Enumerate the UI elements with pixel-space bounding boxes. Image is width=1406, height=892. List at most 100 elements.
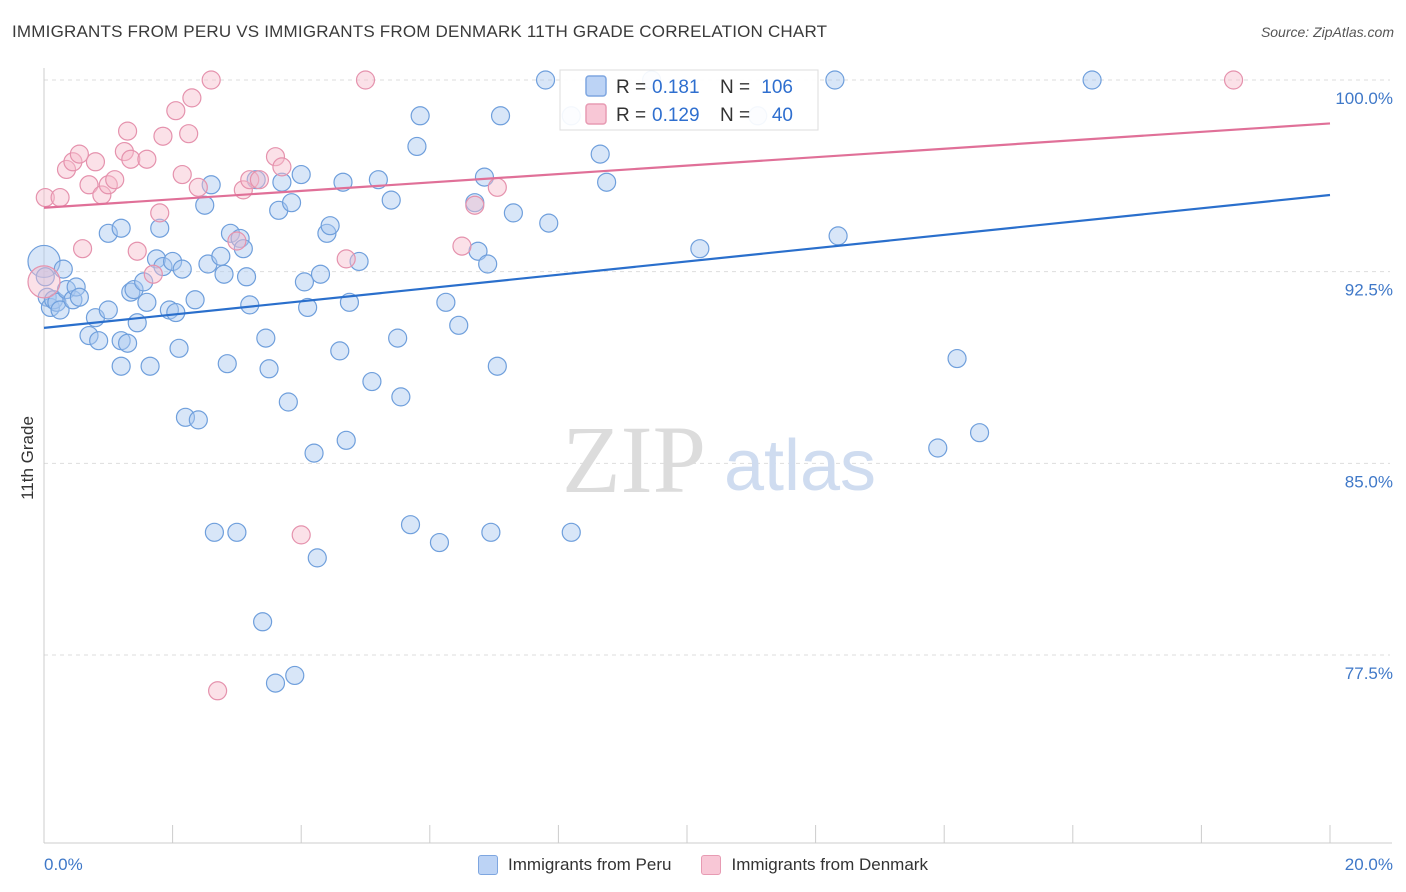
- source-label: Source: ZipAtlas.com: [1260, 24, 1394, 40]
- peru-point-31: [163, 251, 183, 272]
- denmark-point-13: [117, 121, 138, 141]
- denmark-point-22: [179, 124, 199, 144]
- peru-point-41: [204, 522, 224, 542]
- denmark-point-24: [188, 177, 208, 197]
- peru-point-84: [449, 315, 469, 335]
- peru-point-10: [66, 277, 86, 297]
- denmark-point-2: [50, 187, 70, 208]
- grid-lines: [44, 79, 1390, 656]
- denmark-point-39: [1223, 70, 1244, 90]
- peru-point-25: [137, 292, 157, 312]
- denmark-point-5: [69, 144, 89, 164]
- legend-swatch-denmark: [701, 855, 722, 875]
- peru-point-83: [436, 292, 456, 312]
- legend-item-denmark: Immigrants from Denmark: [701, 855, 928, 875]
- denmark-point-4: [63, 152, 83, 172]
- peru-point-53: [256, 328, 276, 348]
- denmark-trend-line: [43, 122, 1331, 209]
- denmark-point-30: [249, 170, 270, 190]
- denmark-point-23: [182, 88, 202, 108]
- peru-point-17: [111, 218, 131, 238]
- peru-point-59: [281, 193, 302, 213]
- peru-point-62: [294, 272, 315, 292]
- peru-point-0: [27, 244, 61, 279]
- denmark-point-11: [105, 170, 125, 190]
- peru-point-68: [320, 216, 340, 236]
- peru-point-74: [362, 371, 382, 392]
- x-tick-label-1: 20.0%: [1345, 855, 1393, 874]
- denmark-point-17: [143, 264, 163, 284]
- denmark-point-6: [72, 239, 93, 259]
- peru-point-65: [307, 548, 327, 568]
- peru-point-61: [291, 164, 311, 185]
- peru-point-89: [481, 522, 501, 542]
- y-tick-label-0: 100.0%: [1335, 89, 1393, 108]
- peru-point-44: [217, 354, 237, 374]
- denmark-point-0: [27, 265, 61, 299]
- peru-point-90: [487, 356, 507, 376]
- denmark-point-10: [98, 175, 118, 195]
- tick-labels: 100.0% 92.5% 85.0% 77.5% 0.0% 20.0%: [44, 89, 1393, 874]
- peru-point-60: [285, 665, 305, 686]
- denmark-point-29: [240, 170, 260, 190]
- peru-point-28: [150, 218, 170, 238]
- bottom-legend: Immigrants from Peru Immigrants from Den…: [0, 852, 1406, 878]
- stats-legend: R = 0.181 N = 106 R = 0.129 N = 40: [559, 69, 819, 131]
- y-tick-label-2: 85.0%: [1345, 472, 1393, 491]
- y-tick-label-1: 92.5%: [1345, 281, 1393, 300]
- axes: 11th Grade: [18, 68, 1392, 844]
- denmark-point-20: [166, 101, 186, 121]
- peru-point-63: [298, 297, 318, 318]
- peru-point-47: [230, 228, 250, 249]
- y-axis-label: 11th Grade: [18, 416, 37, 500]
- stats-r-label-pink: R =: [616, 105, 646, 126]
- watermark-zip: ZIP: [562, 406, 706, 513]
- peru-point-27: [146, 249, 167, 269]
- legend-swatch-peru: [478, 855, 499, 875]
- denmark-point-18: [150, 203, 170, 223]
- peru-point-43: [214, 264, 234, 284]
- peru-point-12: [79, 325, 99, 346]
- peru-point-5: [47, 292, 67, 312]
- peru-point-97: [590, 144, 610, 164]
- peru-point-19: [111, 356, 131, 376]
- x-tick-label-0: 0.0%: [44, 855, 83, 874]
- denmark-point-21: [172, 164, 192, 185]
- peru-point-64: [304, 443, 324, 463]
- peru-point-42: [211, 246, 231, 266]
- stats-swatch-blue: [585, 75, 607, 97]
- peru-point-45: [220, 223, 241, 243]
- peru-point-93: [535, 70, 556, 90]
- denmark-point-26: [208, 681, 228, 701]
- stats-n-label-blue: N =: [720, 77, 750, 98]
- peru-point-6: [50, 300, 70, 320]
- peru-point-88: [478, 254, 498, 274]
- peru-point-33: [169, 338, 189, 358]
- legend-item-peru: Immigrants from Peru: [478, 855, 671, 875]
- denmark-point-33: [291, 525, 311, 545]
- legend-label-denmark: Immigrants from Denmark: [731, 855, 928, 874]
- peru-point-69: [330, 341, 350, 361]
- peru-point-82: [429, 532, 450, 553]
- peru-point-80: [407, 136, 427, 157]
- peru-point-87: [474, 167, 495, 187]
- peru-point-14: [89, 331, 109, 351]
- peru-point-104: [928, 438, 948, 458]
- peru-point-105: [947, 348, 967, 369]
- peru-point-100: [690, 239, 710, 259]
- peru-point-71: [336, 430, 356, 450]
- peru-point-16: [98, 223, 118, 243]
- denmark-point-19: [153, 126, 173, 146]
- peru-trend-line: [43, 193, 1331, 329]
- denmark-point-14: [121, 149, 141, 169]
- peru-point-20: [117, 333, 138, 353]
- peru-point-76: [381, 190, 401, 210]
- peru-point-70: [333, 172, 353, 192]
- denmark-point-35: [355, 70, 376, 90]
- peru-point-58: [278, 392, 298, 412]
- trend-lines: [43, 122, 1331, 329]
- denmark-point-32: [272, 157, 292, 177]
- peru-point-91: [490, 106, 511, 126]
- peru-point-106: [969, 423, 990, 443]
- denmark-point-31: [265, 147, 286, 167]
